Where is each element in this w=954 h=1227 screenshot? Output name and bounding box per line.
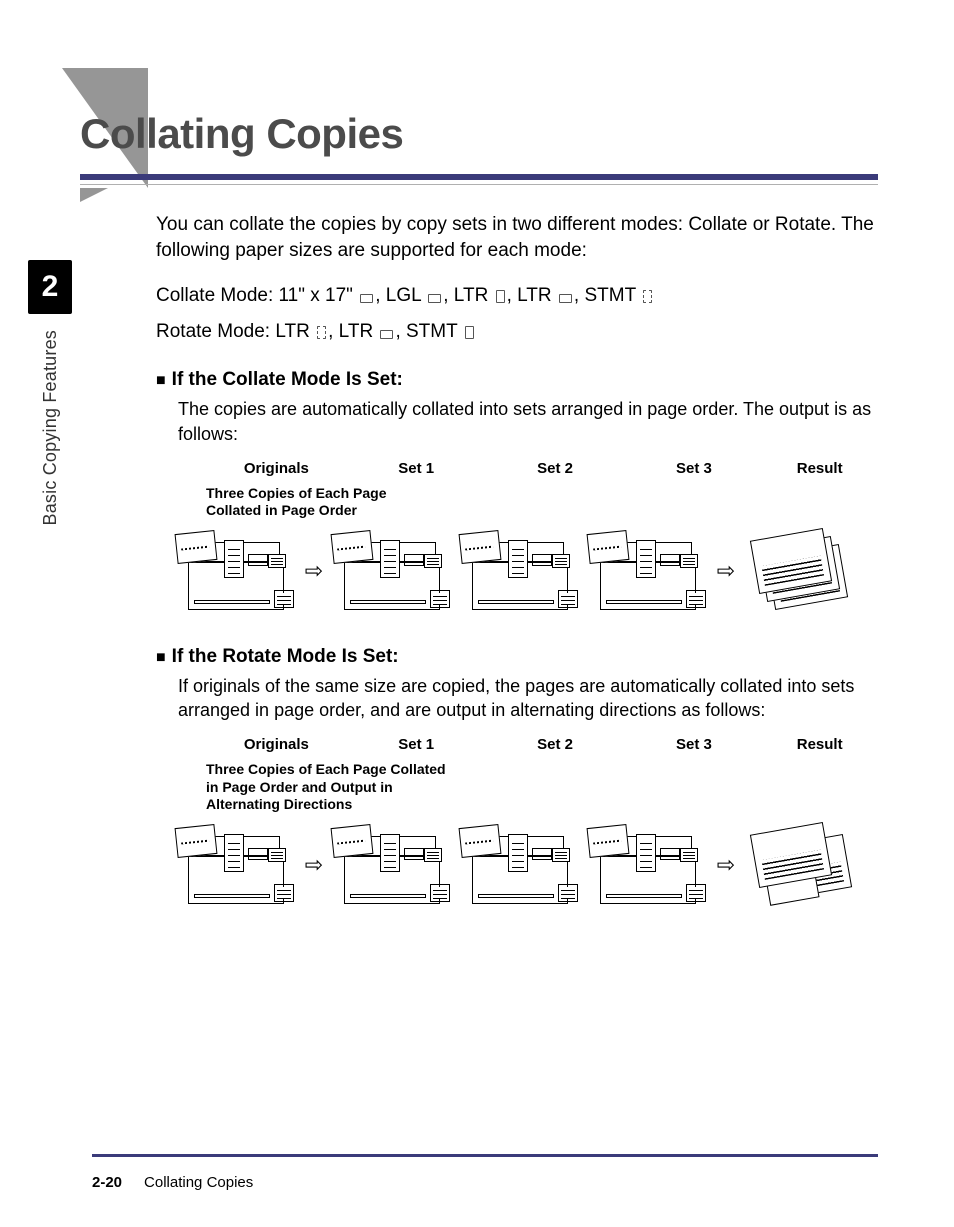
- copier-illustration: [460, 532, 580, 610]
- arrow-right-icon: ⇨: [716, 558, 736, 584]
- rotate-mode-line: Rotate Mode: LTR , LTR , STMT: [156, 321, 876, 343]
- body-content: You can collate the copies by copy sets …: [156, 212, 876, 940]
- rotate-heading-text: If the Rotate Mode Is Set:: [172, 646, 399, 667]
- copier-illustration: [332, 532, 452, 610]
- label-set1: Set 1: [347, 736, 486, 753]
- rotate-diagram-caption: Three Copies of Each Page Collatedin Pag…: [206, 761, 876, 814]
- rotate-mode-label: Rotate Mode:: [156, 321, 270, 342]
- footer-section-title: Collating Copies: [144, 1174, 253, 1191]
- chapter-number-box: 2: [28, 260, 72, 314]
- rotate-section-heading: ■ If the Rotate Mode Is Set:: [156, 646, 876, 668]
- orientation-landscape-icon: [428, 294, 441, 303]
- page-number: 2-20: [92, 1174, 122, 1191]
- rotate-section-body: If originals of the same size are copied…: [178, 674, 876, 723]
- side-tab: 2 Basic Copying Features: [26, 260, 74, 580]
- arrow-right-icon: ⇨: [304, 852, 324, 878]
- collate-mode-sizes: 11" x 17" , LGL , LTR , LTR , STMT: [279, 285, 655, 306]
- label-originals: Originals: [206, 736, 347, 753]
- label-originals: Originals: [206, 460, 347, 477]
- orientation-portrait-icon: [496, 290, 505, 303]
- footer-rule: [92, 1154, 878, 1157]
- collate-mode-label: Collate Mode:: [156, 285, 273, 306]
- result-stack-alternating-illustration: [744, 824, 854, 906]
- label-set2: Set 2: [486, 736, 625, 753]
- collate-diagram: Originals Set 1 Set 2 Set 3 Result Three…: [166, 460, 876, 612]
- copier-illustration: [588, 826, 708, 904]
- label-result: Result: [763, 736, 876, 753]
- collate-diagram-figures: ⇨ ⇨: [176, 530, 876, 612]
- orientation-landscape-icon: [380, 330, 393, 339]
- copier-illustration: [176, 826, 296, 904]
- collate-mode-line: Collate Mode: 11" x 17" , LGL , LTR , LT…: [156, 285, 876, 307]
- page-title: Collating Copies: [80, 110, 403, 158]
- rotate-diagram-figures: ⇨ ⇨: [176, 824, 876, 906]
- title-rule-thin: [80, 184, 878, 185]
- label-result: Result: [763, 460, 876, 477]
- arrow-right-icon: ⇨: [716, 852, 736, 878]
- collate-section-heading: ■ If the Collate Mode Is Set:: [156, 369, 876, 391]
- chapter-number: 2: [42, 270, 59, 304]
- result-stack-illustration: [744, 530, 854, 612]
- collate-diagram-caption: Three Copies of Each PageCollated in Pag…: [206, 485, 876, 520]
- orientation-landscape-icon: [360, 294, 373, 303]
- arrow-right-icon: ⇨: [304, 558, 324, 584]
- label-set3: Set 3: [625, 736, 764, 753]
- copier-illustration: [176, 532, 296, 610]
- copier-illustration: [332, 826, 452, 904]
- rotate-diagram: Originals Set 1 Set 2 Set 3 Result Three…: [166, 736, 876, 906]
- bullet-square-icon: ■: [156, 649, 166, 666]
- side-tab-label: Basic Copying Features: [40, 330, 61, 526]
- footer: 2-20 Collating Copies: [92, 1174, 253, 1191]
- orientation-landscape-icon: [559, 294, 572, 303]
- label-set1: Set 1: [347, 460, 486, 477]
- rotate-diagram-labels: Originals Set 1 Set 2 Set 3 Result: [206, 736, 876, 753]
- label-set3: Set 3: [625, 460, 764, 477]
- orientation-portrait-dashed-icon: [317, 326, 326, 339]
- orientation-portrait-icon: [465, 326, 474, 339]
- bullet-square-icon: ■: [156, 372, 166, 389]
- collate-heading-text: If the Collate Mode Is Set:: [172, 369, 403, 390]
- collate-diagram-labels: Originals Set 1 Set 2 Set 3 Result: [206, 460, 876, 477]
- rotate-mode-sizes: LTR , LTR , STMT: [275, 321, 475, 342]
- intro-paragraph: You can collate the copies by copy sets …: [156, 212, 876, 263]
- copier-illustration: [460, 826, 580, 904]
- title-small-triangle: [80, 188, 108, 202]
- title-rule-thick: [80, 174, 878, 180]
- collate-section-body: The copies are automatically collated in…: [178, 397, 876, 446]
- copier-illustration: [588, 532, 708, 610]
- label-set2: Set 2: [486, 460, 625, 477]
- orientation-portrait-dashed-icon: [643, 290, 652, 303]
